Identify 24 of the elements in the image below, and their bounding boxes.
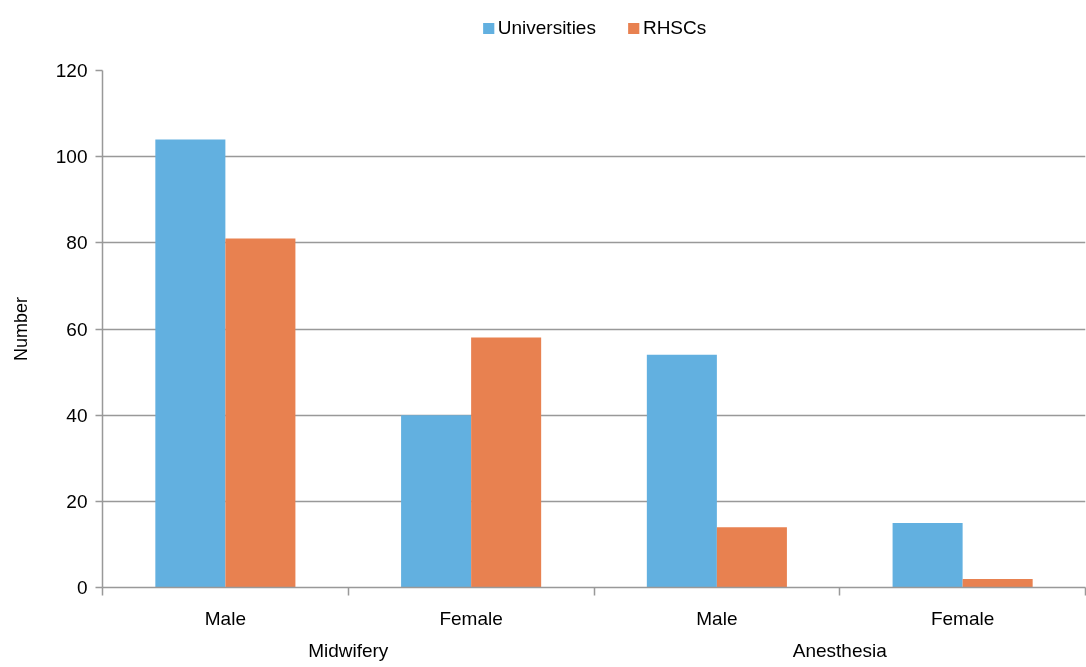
bar bbox=[471, 337, 542, 588]
x-tick-label: Male bbox=[204, 607, 246, 629]
y-tick-label: 60 bbox=[66, 318, 88, 340]
y-tick-label: 40 bbox=[66, 404, 88, 426]
legend-label: RHSCs bbox=[642, 16, 707, 39]
y-tick-label: 100 bbox=[55, 146, 88, 168]
y-tick-label: 0 bbox=[76, 577, 88, 598]
y-tick-label: 20 bbox=[66, 490, 88, 512]
text: Midwifery bbox=[308, 639, 389, 661]
legend-label: Universities bbox=[497, 16, 596, 39]
bar bbox=[646, 354, 717, 588]
x-tick-label: Male bbox=[696, 607, 738, 629]
bar bbox=[892, 522, 963, 588]
y-tick-label: 80 bbox=[66, 232, 88, 254]
bar bbox=[401, 415, 472, 588]
y-axis-title: Number bbox=[10, 296, 31, 362]
bar bbox=[716, 527, 787, 588]
bar bbox=[225, 238, 296, 588]
y-tick-label: 120 bbox=[55, 60, 88, 81]
x-tick-label: Female bbox=[439, 607, 503, 629]
bar bbox=[962, 578, 1033, 588]
text: Anesthesia bbox=[792, 639, 888, 661]
x-tick-label: Female bbox=[930, 607, 995, 629]
bar bbox=[155, 139, 226, 588]
